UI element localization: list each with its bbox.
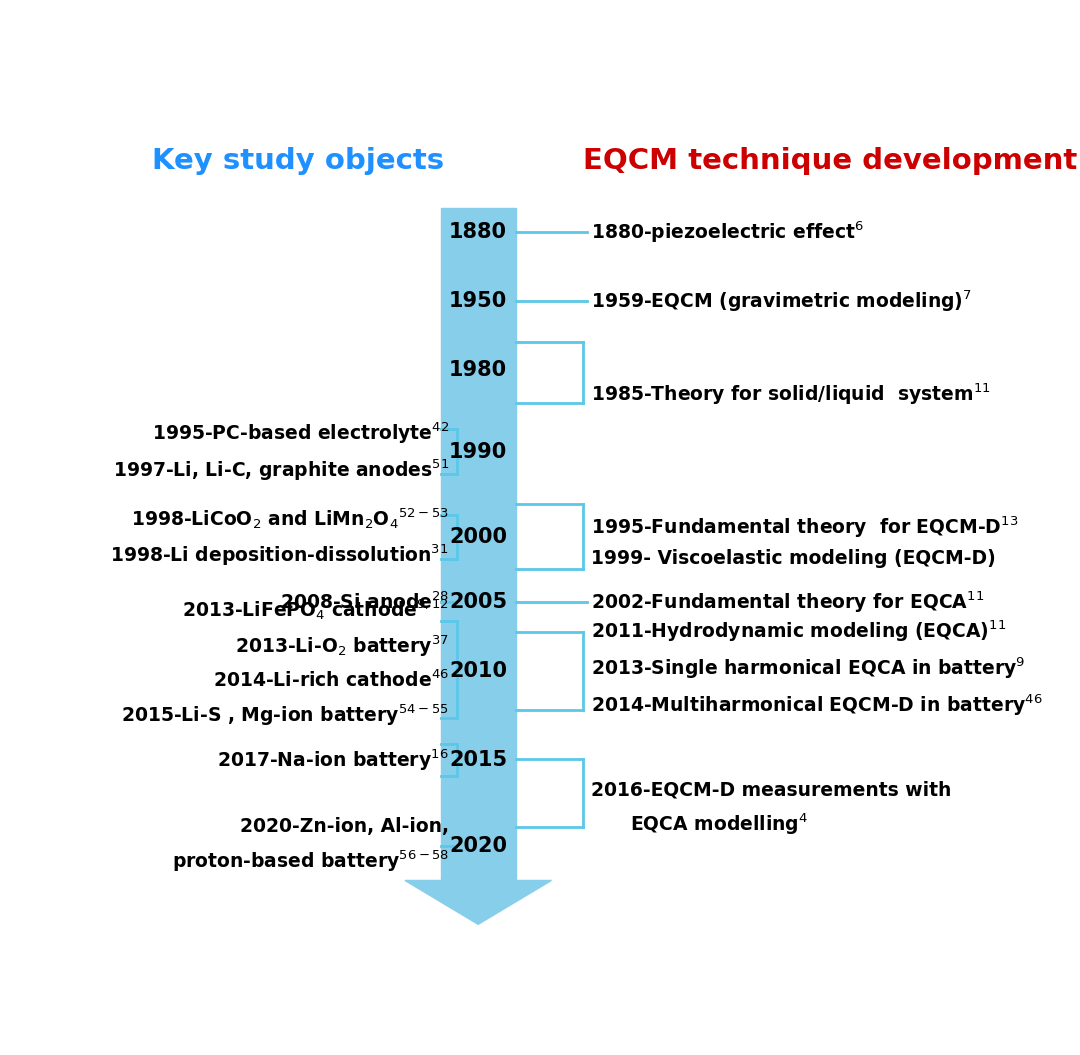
Text: 1959-EQCM (gravimetric modeling)$^7$: 1959-EQCM (gravimetric modeling)$^7$ [591,288,972,314]
Text: 1995-PC-based electrolyte$^{42}$
1997-Li, Li-C, graphite anodes$^{51}$: 1995-PC-based electrolyte$^{42}$ 1997-Li… [112,420,449,483]
Text: 1985-Theory for solid/liquid  system$^{11}$: 1985-Theory for solid/liquid system$^{11… [591,382,990,407]
Text: EQCM technique development: EQCM technique development [583,147,1077,175]
Text: 2015: 2015 [449,750,508,770]
Polygon shape [405,881,552,924]
Text: 1995-Fundamental theory  for EQCM-D$^{13}$
1999- Viscoelastic modeling (EQCM-D): 1995-Fundamental theory for EQCM-D$^{13}… [591,514,1018,568]
Text: 2013-LiFePO$_4$ cathode$^{9,12}$
2013-Li-O$_2$ battery$^{37}$
2014-Li-rich catho: 2013-LiFePO$_4$ cathode$^{9,12}$ 2013-Li… [121,597,449,728]
Text: 2016-EQCM-D measurements with
      EQCA modelling$^4$: 2016-EQCM-D measurements with EQCA model… [591,781,951,837]
Text: Key study objects: Key study objects [151,147,444,175]
Text: 2017-Na-ion battery$^{16}$: 2017-Na-ion battery$^{16}$ [217,748,449,773]
Text: 2005: 2005 [449,592,508,612]
Text: 2011-Hydrodynamic modeling (EQCA)$^{11}$
2013-Single harmonical EQCA in battery$: 2011-Hydrodynamic modeling (EQCA)$^{11}$… [591,618,1042,718]
Bar [441,208,516,881]
Text: 2010: 2010 [449,660,508,680]
Text: 2002-Fundamental theory for EQCA$^{11}$: 2002-Fundamental theory for EQCA$^{11}$ [591,589,984,615]
Text: 1950: 1950 [449,291,508,311]
Text: 2000: 2000 [449,526,508,546]
Text: 1880: 1880 [449,223,508,243]
Text: 1990: 1990 [449,442,508,461]
Text: 2020: 2020 [449,836,508,856]
Text: 2008-Si anode$^{28}$: 2008-Si anode$^{28}$ [280,591,449,613]
Text: 1998-LiCoO$_2$ and LiMn$_2$O$_4$$^{52-53}$
1998-Li deposition-dissolution$^{31}$: 1998-LiCoO$_2$ and LiMn$_2$O$_4$$^{52-53… [110,505,449,568]
Text: 2020-Zn-ion, Al-ion,
proton-based battery$^{56-58}$: 2020-Zn-ion, Al-ion, proton-based batter… [172,818,449,874]
Text: 1980: 1980 [449,361,508,380]
Text: 1880-piezoelectric effect$^6$: 1880-piezoelectric effect$^6$ [591,219,864,245]
